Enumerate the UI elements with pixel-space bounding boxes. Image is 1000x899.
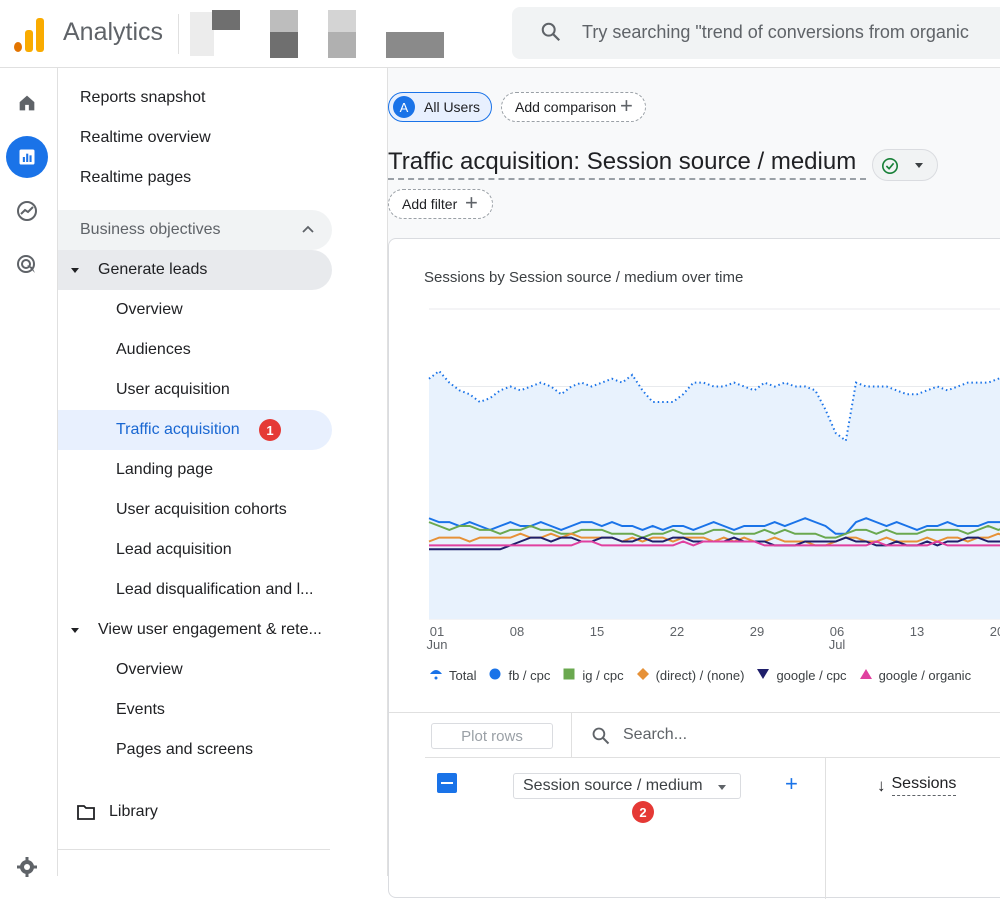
legend-item[interactable]: Total (429, 667, 476, 684)
add-comparison-button[interactable]: Add comparison + (501, 92, 646, 122)
legend-item[interactable]: google / organic (859, 667, 972, 684)
legend-marker-icon (756, 667, 770, 684)
sessions-column-header[interactable]: ↓ Sessions (877, 775, 957, 796)
account-picker[interactable] (190, 12, 214, 56)
caret-down-icon (71, 628, 79, 633)
legend-marker-icon (562, 667, 576, 684)
chevron-up-icon (302, 225, 314, 233)
legend-marker-icon (859, 667, 873, 684)
home-icon[interactable] (6, 82, 48, 124)
left-rail (0, 68, 58, 877)
nav-library[interactable]: Library (58, 792, 332, 832)
nav-reports-snapshot[interactable]: Reports snapshot (80, 89, 206, 106)
nav-landing-page[interactable]: Landing page (116, 461, 213, 478)
legend-label: ig / cpc (582, 668, 624, 683)
nav-overview[interactable]: Overview (116, 301, 183, 318)
search-bar[interactable] (512, 7, 1000, 59)
legend-label: google / cpc (776, 668, 847, 683)
series-line-google-organic (429, 540, 1000, 547)
analytics-logo-icon[interactable] (12, 14, 46, 52)
x-tick-label: 01 (430, 624, 444, 639)
report-main: A All Users Add comparison + Traffic acq… (388, 68, 1000, 899)
segment-avatar: A (393, 96, 415, 118)
group-user-engagement[interactable]: View user engagement & rete... (58, 610, 332, 650)
legend-label: google / organic (878, 668, 972, 683)
caret-down-icon (718, 785, 726, 790)
nav-engagement-overview[interactable]: Overview (116, 661, 183, 678)
report-navigation: Reports snapshot Realtime overview Realt… (58, 68, 388, 876)
settings-icon[interactable] (6, 846, 48, 888)
legend-marker-icon (488, 667, 502, 684)
x-tick-label: 20 (990, 624, 1000, 639)
group-generate-leads[interactable]: Generate leads (58, 250, 332, 290)
search-input[interactable]: Try searching "trend of conversions from… (582, 22, 969, 42)
x-tick-label: 15 (590, 624, 604, 639)
advertising-icon[interactable] (6, 244, 48, 286)
plot-rows-button[interactable]: Plot rows (431, 723, 553, 749)
nav-events[interactable]: Events (116, 701, 165, 718)
plus-icon: + (465, 190, 478, 215)
nav-audiences[interactable]: Audiences (116, 341, 191, 358)
x-tick-label: 22 (670, 624, 684, 639)
x-tick-label: 08 (510, 624, 524, 639)
add-dimension-button[interactable]: + (785, 771, 798, 796)
nav-traffic-acquisition[interactable]: Traffic acquisition 1 (58, 410, 332, 450)
step-badge: 2 (632, 801, 654, 823)
dimension-dropdown[interactable]: Session source / medium (513, 773, 741, 799)
caret-down-icon (71, 268, 79, 273)
legend-item[interactable]: google / cpc (756, 667, 847, 684)
series-line-google-cpc (429, 536, 1000, 551)
x-tick-month-label: Jun (427, 637, 448, 652)
app-title: Analytics (63, 18, 164, 46)
nav-user-acquisition[interactable]: User acquisition (116, 381, 230, 398)
select-all-checkbox[interactable] (437, 773, 457, 793)
legend-label: fb / cpc (508, 668, 551, 683)
x-tick-label: 06 (830, 624, 844, 639)
page-title: Traffic acquisition: Session source / me… (388, 148, 857, 175)
chart-legend: Total fb / cpc ig / cpc (direct) / (none) go… (429, 667, 983, 684)
segment-chip-all-users[interactable]: A All Users (388, 92, 492, 122)
search-icon (592, 727, 610, 745)
legend-item[interactable]: (direct) / (none) (636, 667, 745, 684)
add-filter-button[interactable]: Add filter + (388, 189, 493, 219)
x-tick-label: 13 (910, 624, 924, 639)
legend-marker-icon (429, 667, 443, 684)
table-search-input[interactable]: Search... (623, 726, 688, 743)
arrow-down-icon: ↓ (877, 775, 886, 795)
chart-title: Sessions by Session source / medium over… (424, 269, 744, 286)
legend-marker-icon (636, 667, 650, 684)
legend-item[interactable]: fb / cpc (488, 667, 550, 684)
nav-pages-and-screens[interactable]: Pages and screens (116, 741, 253, 758)
chart-card: Sessions by Session source / medium over… (388, 238, 1000, 899)
report-status-dropdown[interactable] (872, 149, 938, 181)
x-tick-month-label: Jul (829, 637, 846, 652)
legend-item[interactable]: ig / cpc (562, 667, 624, 684)
nav-realtime-overview[interactable]: Realtime overview (80, 129, 211, 146)
step-badge: 1 (259, 419, 281, 441)
folder-icon (77, 805, 95, 820)
search-icon (541, 22, 561, 42)
series-line-ig-cpc (428, 521, 1000, 539)
nav-lead-acquisition[interactable]: Lead acquisition (116, 541, 232, 558)
x-tick-label: 29 (750, 624, 764, 639)
caret-down-icon (915, 163, 923, 168)
nav-realtime-pages[interactable]: Realtime pages (80, 169, 192, 186)
nav-user-acquisition-cohorts[interactable]: User acquisition cohorts (116, 501, 287, 518)
legend-label: Total (449, 668, 477, 683)
plus-icon: + (620, 93, 633, 118)
explore-icon[interactable] (6, 190, 48, 232)
check-circle-icon (881, 157, 899, 175)
reports-icon[interactable] (6, 136, 48, 178)
section-business-objectives[interactable]: Business objectives (58, 210, 332, 250)
nav-lead-disqualification[interactable]: Lead disqualification and l... (116, 581, 314, 598)
series-total-area (429, 371, 1000, 619)
top-bar: Analytics Try searching "trend of conver… (0, 0, 1000, 68)
series-total-line (428, 369, 1000, 443)
legend-label: (direct) / (none) (655, 668, 745, 683)
